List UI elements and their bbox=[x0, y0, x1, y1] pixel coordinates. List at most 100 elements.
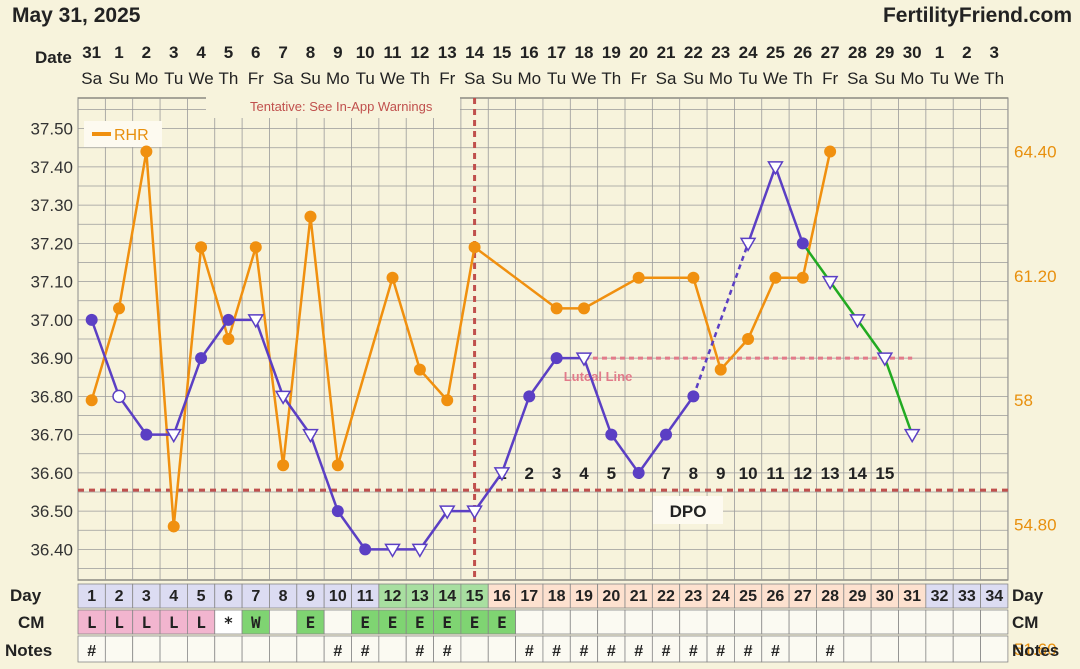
cycle-day-number: 6 bbox=[224, 588, 233, 605]
weekday-label: Th bbox=[984, 69, 1004, 88]
temp-point-excluded bbox=[466, 505, 483, 520]
date-number: 25 bbox=[766, 43, 785, 62]
temp-segment bbox=[336, 510, 367, 551]
site-name[interactable]: FertilityFriend.com bbox=[882, 4, 1072, 27]
rhr-point bbox=[113, 302, 126, 315]
cycle-day-cell bbox=[542, 583, 571, 609]
temp-point-excluded bbox=[876, 352, 894, 367]
temp-point-excluded bbox=[302, 428, 319, 444]
notes-marker: # bbox=[552, 643, 561, 660]
rhr-point bbox=[386, 271, 399, 284]
notes-cell bbox=[487, 635, 517, 663]
cm-cell bbox=[597, 609, 626, 635]
weekday-label: Mo bbox=[900, 69, 924, 88]
weekday-label: Su bbox=[300, 69, 321, 88]
rhr-point bbox=[824, 145, 837, 158]
temp-tick-label: 37.10 bbox=[30, 273, 73, 292]
rhr-tick-label: 61.20 bbox=[1014, 267, 1057, 286]
weekday-label: Mo bbox=[709, 69, 733, 88]
dpo-label: DPO bbox=[670, 502, 707, 521]
date-number: 9 bbox=[333, 43, 342, 62]
temp-point-excluded bbox=[739, 237, 757, 252]
dpo-number: 3 bbox=[552, 464, 561, 483]
cm-cell bbox=[843, 609, 872, 635]
dpo-number: 10 bbox=[739, 464, 758, 483]
cm-cell bbox=[761, 609, 790, 635]
date-number: 15 bbox=[492, 43, 511, 62]
notes-cell bbox=[323, 635, 352, 663]
notes-marker: # bbox=[744, 643, 753, 660]
projected-temp-segment bbox=[801, 242, 832, 283]
cycle-day-cell bbox=[734, 583, 763, 609]
temp-point-excluded bbox=[411, 543, 429, 558]
date-number: 1 bbox=[935, 43, 944, 62]
date-number: 4 bbox=[196, 43, 206, 62]
dpo-number: 13 bbox=[821, 464, 840, 483]
notes-cell bbox=[296, 635, 325, 663]
temp-segment bbox=[118, 395, 148, 436]
cm-cell bbox=[542, 609, 571, 635]
rhr-point bbox=[714, 363, 727, 376]
rhr-point bbox=[468, 241, 481, 254]
cycle-day-number: 21 bbox=[630, 588, 648, 605]
cycle-day-number: 23 bbox=[684, 588, 702, 605]
weekday-label: Su bbox=[109, 69, 130, 88]
cm-cell bbox=[214, 609, 243, 635]
weekday-label: We bbox=[571, 69, 596, 88]
temp-tick-label: 37.30 bbox=[30, 196, 73, 215]
date-number: 28 bbox=[848, 43, 867, 62]
cycle-day-number: 7 bbox=[251, 588, 260, 605]
dpo-number: 15 bbox=[875, 464, 894, 483]
temp-point bbox=[85, 313, 98, 326]
rhr-point bbox=[769, 271, 782, 284]
rhr-point bbox=[167, 520, 180, 533]
notes-cell bbox=[651, 635, 681, 663]
cycle-day-number: 11 bbox=[357, 588, 374, 605]
temp-segment bbox=[774, 166, 804, 244]
temp-point bbox=[687, 390, 700, 403]
cycle-day-cell bbox=[77, 583, 106, 609]
cm-value: E bbox=[470, 613, 480, 632]
notes-cell bbox=[214, 635, 243, 663]
temp-point-excluded bbox=[247, 314, 265, 329]
cycle-day-number: 10 bbox=[329, 588, 347, 605]
date-number: 20 bbox=[629, 43, 648, 62]
temp-point-open bbox=[112, 389, 126, 404]
cm-row-label-right: CM bbox=[1012, 613, 1038, 632]
cm-cell bbox=[460, 609, 489, 635]
notes-cell bbox=[351, 635, 380, 663]
weekday-label: Su bbox=[874, 69, 895, 88]
date-number: 2 bbox=[962, 43, 971, 62]
weekday-label: Th bbox=[601, 69, 621, 88]
cm-cell bbox=[734, 609, 763, 635]
temp-point-excluded bbox=[849, 314, 866, 329]
notes-marker: # bbox=[771, 643, 780, 660]
weekday-label: Sa bbox=[847, 69, 868, 88]
rhr-tick-label: 54.80 bbox=[1014, 516, 1057, 535]
cycle-day-number: 13 bbox=[411, 588, 429, 605]
temp-point bbox=[140, 428, 153, 441]
cycle-day-cell bbox=[405, 583, 434, 609]
cm-value: * bbox=[224, 613, 234, 632]
projected-temp-segment bbox=[829, 280, 859, 321]
cycle-day-cell bbox=[597, 583, 626, 609]
cm-cell bbox=[487, 609, 517, 635]
date-number: 30 bbox=[903, 43, 922, 62]
cycle-day-number: 16 bbox=[493, 588, 511, 605]
rhr-point bbox=[195, 241, 208, 254]
temp-point-excluded bbox=[274, 390, 292, 405]
cm-value: E bbox=[360, 613, 370, 632]
date-number: 18 bbox=[575, 43, 594, 62]
weekday-label: Tu bbox=[930, 69, 949, 88]
temp-tick-label: 37.20 bbox=[30, 234, 73, 253]
cm-cell bbox=[104, 609, 134, 635]
rhr-point bbox=[277, 459, 290, 472]
cycle-day-cell bbox=[624, 583, 653, 609]
notes-cell bbox=[132, 635, 161, 663]
notes-row-label-right: Notes bbox=[1012, 641, 1059, 660]
date-number: 16 bbox=[520, 43, 539, 62]
temp-point-excluded bbox=[438, 505, 456, 520]
weekday-label: Sa bbox=[464, 69, 485, 88]
cycle-day-cell bbox=[186, 583, 216, 609]
